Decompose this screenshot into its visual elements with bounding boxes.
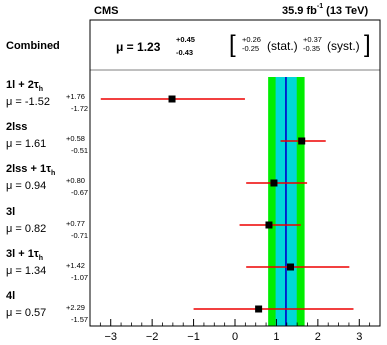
combined-total-unc: +0.45 -0.43	[176, 35, 195, 57]
plot-frame	[89, 19, 381, 327]
combined-up: +0.45	[176, 35, 195, 44]
lumi-value: 35.9 fb	[282, 5, 317, 17]
bracket-right: ]	[364, 31, 371, 58]
x-tick-label: 2	[315, 331, 321, 343]
combined-syst-down: -0.35	[303, 44, 321, 53]
category-name: 2lss + 1τh	[6, 163, 56, 178]
category-name: 3l + 1τh	[6, 247, 44, 262]
combined-syst-unc: +0.37 -0.35	[303, 35, 322, 53]
category-name-main: 2lss	[6, 121, 28, 134]
x-tick-label: −1	[187, 331, 200, 343]
combined-down: -0.43	[176, 48, 194, 57]
bracket-left: [	[229, 31, 236, 58]
category-mu: μ = 0.94	[6, 180, 47, 193]
x-tick-label: 3	[356, 331, 362, 343]
combined-mu: μ = 1.23	[116, 41, 160, 53]
category-point-group	[239, 221, 301, 229]
x-tick-label: 1	[273, 331, 279, 343]
category-up: +2.29	[66, 303, 85, 312]
combined-syst-label: (syst.)	[327, 39, 360, 53]
x-tick-label: −3	[104, 331, 117, 343]
category-uncertainty: +0.77 -0.71	[66, 219, 88, 240]
combined-stat-down: -0.25	[242, 44, 260, 53]
category-name-main: 2lss + 1τ	[6, 163, 51, 176]
combined-mu-text: μ = 1.23	[116, 40, 161, 54]
category-point-group	[100, 95, 245, 103]
combined-label: Combined	[6, 40, 60, 52]
category-uncertainty: +1.42 -1.07	[66, 261, 88, 282]
category-down: -0.71	[71, 230, 89, 240]
category-down: -0.67	[71, 188, 89, 198]
lumi-label: 35.9 fb-1 (13 TeV)	[282, 3, 369, 17]
x-axis: −3 −2 −1 0 1 2 3	[89, 319, 381, 343]
data-marker	[168, 95, 176, 103]
data-marker	[255, 305, 263, 313]
category-point-group	[246, 179, 308, 187]
data-marker	[270, 179, 278, 187]
x-tick-label: −2	[146, 331, 159, 343]
category-uncertainty: +0.58 -0.51	[66, 134, 88, 155]
category-name-subscript: h	[38, 254, 44, 262]
category-down: -1.07	[71, 272, 89, 282]
category-up: +1.42	[66, 260, 85, 270]
combined-syst-up: +0.37	[303, 35, 322, 44]
category-point-group	[193, 305, 354, 313]
category-name: 4l	[6, 291, 15, 302]
combined-stat-label: (stat.)	[267, 39, 298, 53]
data-marker	[298, 137, 306, 145]
category-uncertainty: +1.76 -1.72	[66, 92, 88, 113]
category-point-group	[246, 263, 350, 271]
category-up: +1.76	[66, 92, 85, 101]
data-points	[100, 95, 354, 313]
category-name-main: 3l + 1τ	[6, 247, 39, 260]
data-marker	[287, 263, 295, 271]
category-up: +0.77	[66, 218, 85, 228]
combined-stat-unc: +0.26 -0.25	[242, 35, 261, 53]
category-mu: μ = 0.82	[6, 222, 47, 235]
category-uncertainty: +2.29 -1.57	[66, 303, 88, 324]
category-down: -1.57	[71, 315, 89, 324]
category-name: 1l + 2τh	[6, 79, 44, 94]
experiment-label: CMS	[94, 5, 119, 17]
category-mu: μ = -1.52	[6, 96, 50, 108]
category-name: 3l	[6, 205, 16, 218]
category-name-main: 3l	[6, 205, 16, 218]
category-up: +0.80	[66, 176, 85, 186]
category-mu: μ = 1.61	[6, 138, 47, 151]
category-name-main: 1l + 2τ	[6, 79, 39, 91]
lumi-exponent: -1	[316, 3, 324, 10]
category-mu: μ = 1.34	[6, 264, 47, 277]
category-name-main: 4l	[6, 290, 16, 302]
combined-stat-up: +0.26	[242, 35, 261, 44]
category-down: -1.72	[71, 104, 89, 113]
category-point-group	[280, 137, 326, 145]
category-up: +0.58	[66, 134, 85, 144]
category-name-subscript: h	[50, 170, 56, 178]
energy-value: (13 TeV)	[326, 5, 369, 17]
category-name: 2lss	[6, 122, 27, 133]
category-name-subscript: h	[38, 86, 44, 93]
x-tick-label: 0	[232, 331, 238, 343]
category-uncertainty: +0.80 -0.67	[66, 176, 88, 197]
category-mu: μ = 0.57	[6, 307, 47, 319]
data-marker	[265, 221, 273, 229]
category-down: -0.51	[71, 146, 89, 156]
uncertainty-bands	[268, 77, 305, 326]
